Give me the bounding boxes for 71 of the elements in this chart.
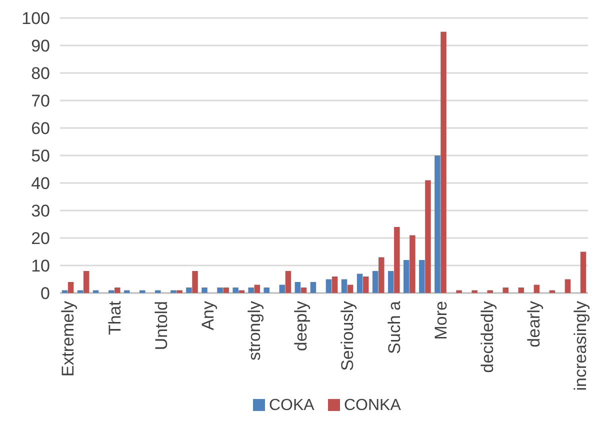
x-tick-label: Seriously [338, 300, 358, 371]
x-tick-label: Untold [152, 301, 171, 350]
y-tick-label: 50 [31, 146, 50, 166]
x-tick-label: Extremely [58, 300, 78, 377]
legend-label: COKA [269, 397, 315, 414]
bar [487, 290, 493, 293]
x-tick-label: Any [198, 300, 218, 330]
legend-label: CONKA [344, 397, 402, 414]
bar [378, 257, 384, 293]
bar [186, 288, 192, 293]
bar [472, 290, 478, 293]
bar [155, 290, 161, 293]
x-tick-label: strongly [245, 300, 264, 361]
bar [202, 288, 208, 293]
x-tick-label: That [105, 300, 124, 336]
bar [279, 284, 286, 293]
bar [294, 282, 301, 293]
bar [456, 290, 462, 293]
x-tick-label: Such a [384, 300, 404, 354]
bar [248, 288, 254, 293]
x-tick-label: dearly [524, 300, 544, 348]
y-tick-label: 20 [31, 228, 50, 248]
bar [254, 284, 260, 293]
bar [419, 260, 425, 293]
bar [425, 180, 431, 293]
x-tick-label: increasingly [571, 300, 590, 391]
bar [140, 290, 146, 293]
bar [223, 288, 229, 293]
y-tick-label: 30 [31, 201, 50, 220]
bar [341, 279, 348, 293]
bar [388, 271, 394, 293]
bar [300, 288, 307, 293]
bar [83, 271, 90, 293]
bar [68, 282, 74, 293]
bar [114, 288, 120, 293]
bar [264, 288, 270, 293]
x-tick-label: More [431, 301, 450, 340]
bar [310, 282, 316, 293]
bar [217, 288, 223, 293]
bar [232, 288, 238, 293]
bar [332, 276, 338, 293]
bar [410, 235, 416, 293]
y-tick-label: 80 [31, 64, 50, 83]
bar [534, 284, 540, 293]
bar [238, 290, 244, 293]
bar [170, 290, 176, 293]
bar [564, 279, 571, 293]
bar [356, 274, 363, 293]
x-tick-label: deeply [292, 300, 311, 352]
y-tick-label: 70 [31, 91, 50, 110]
bar [580, 252, 586, 293]
y-tick-label: 0 [40, 284, 50, 303]
bar [404, 260, 410, 293]
bar [518, 288, 524, 293]
bar [192, 271, 198, 293]
y-tick-label: 90 [31, 36, 50, 56]
bar [502, 288, 508, 293]
x-tick-label: decidedly [478, 300, 498, 373]
y-tick-label: 10 [31, 256, 50, 276]
bar [362, 276, 369, 293]
y-tick-label: 60 [31, 118, 50, 138]
y-tick-label: 100 [22, 8, 50, 28]
bar [372, 271, 378, 293]
bar [285, 271, 292, 293]
y-tick-label: 40 [31, 174, 50, 193]
bar [347, 284, 354, 293]
bar [326, 279, 332, 293]
bar [434, 156, 440, 293]
bar [394, 227, 400, 293]
bar [176, 290, 182, 293]
bar [440, 32, 446, 293]
